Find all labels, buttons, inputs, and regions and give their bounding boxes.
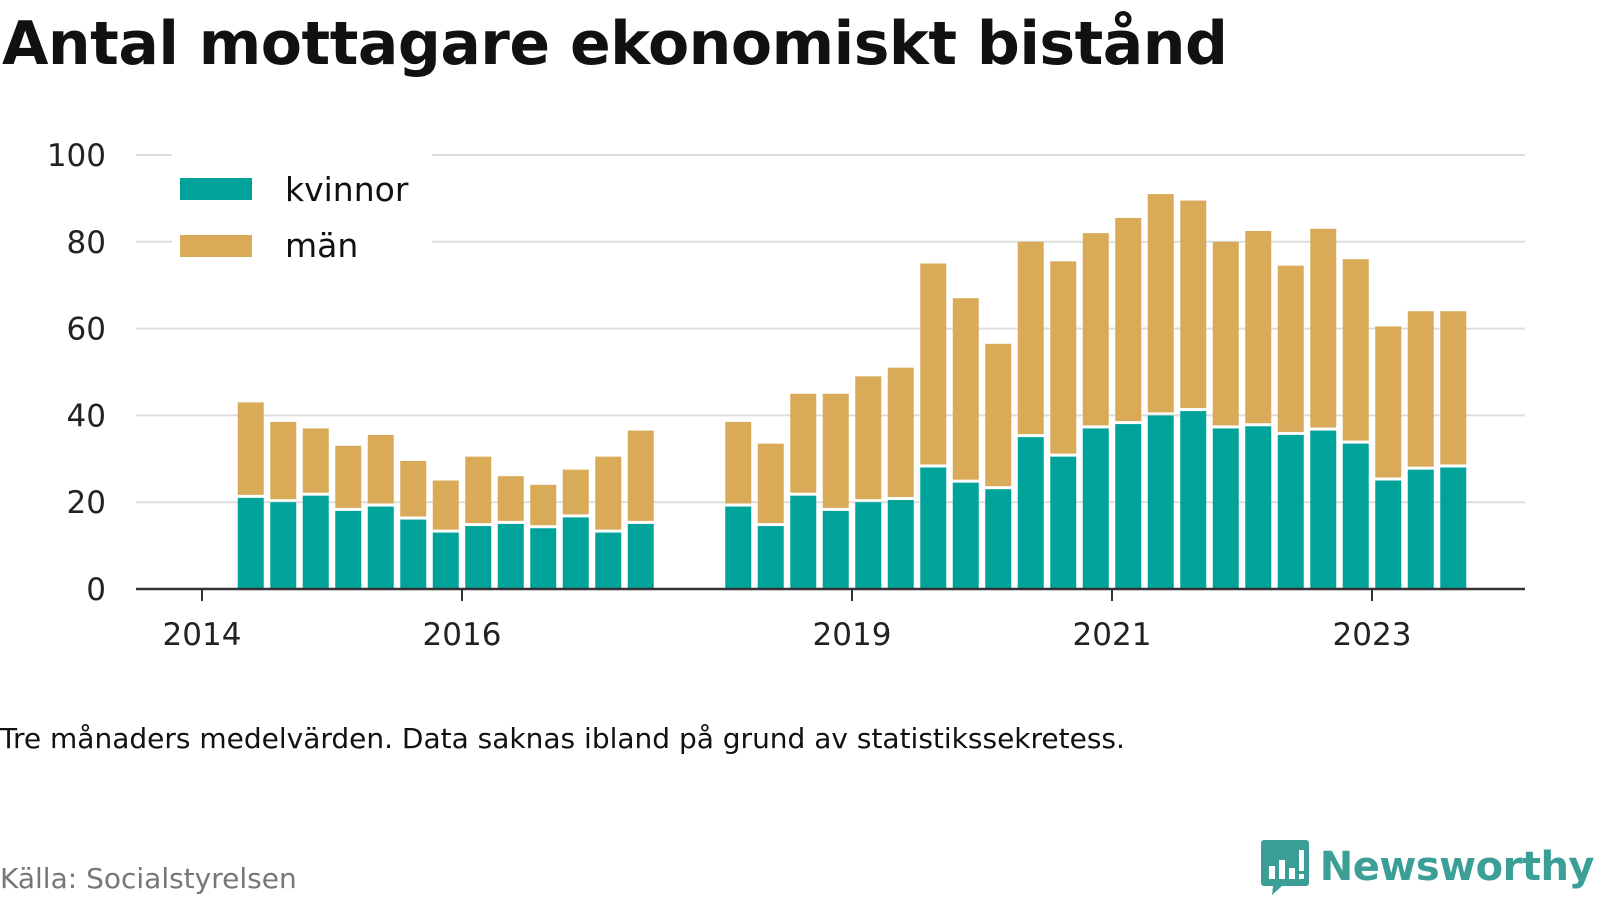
bar-kvinnor <box>562 517 589 589</box>
legend-label-kvinnor: kvinnor <box>285 170 409 209</box>
bar-kvinnor <box>725 506 752 589</box>
bar-kvinnor <box>1407 469 1434 589</box>
y-tick-label: 0 <box>86 572 106 608</box>
bar-man <box>725 421 752 504</box>
source-text: Källa: Socialstyrelsen <box>0 862 297 895</box>
bar-man <box>985 343 1012 487</box>
bar-man <box>1180 200 1207 409</box>
bar-kvinnor <box>627 523 654 589</box>
newsworthy-logo: Newsworthy <box>1260 838 1595 896</box>
bar-man <box>1017 241 1044 435</box>
bar-man <box>497 476 524 521</box>
bar-man <box>432 480 459 530</box>
bar-man <box>757 443 784 524</box>
brand-name: Newsworthy <box>1319 844 1595 890</box>
bar-kvinnor <box>270 502 297 589</box>
legend-swatch-kvinnor <box>180 178 252 200</box>
axes: 0 20 40 60 80 100 2014 2016 2019 2021 2023 <box>47 138 1525 653</box>
bar-kvinnor <box>952 482 979 589</box>
bar-kvinnor <box>1277 434 1304 589</box>
x-tick-label: 2021 <box>1073 617 1152 653</box>
bar-man <box>367 434 394 504</box>
x-tick-label: 2023 <box>1333 617 1412 653</box>
bar-man <box>530 484 557 526</box>
y-tick-label: 80 <box>67 225 106 261</box>
bar-man <box>270 421 297 500</box>
bar-chart-speech-bubble-icon <box>1260 840 1309 895</box>
y-tick-label: 40 <box>67 398 106 434</box>
bar-kvinnor <box>1440 467 1467 589</box>
bar-kvinnor <box>237 497 264 589</box>
bar-man <box>1407 311 1434 467</box>
bar-kvinnor <box>757 526 784 589</box>
bar-man <box>627 430 654 521</box>
bar-man <box>1147 194 1174 413</box>
bar-man <box>790 393 817 493</box>
bar-kvinnor <box>400 519 427 589</box>
bar-man <box>1050 261 1077 454</box>
bar-man <box>1375 326 1402 478</box>
stacked-bar-chart: 0 20 40 60 80 100 2014 2016 2019 2021 2023 kvinnor… <box>46 112 1525 653</box>
bar-man <box>1212 241 1239 426</box>
bar-man <box>920 263 947 465</box>
legend: kvinnor män <box>172 112 432 274</box>
chart-note: Tre månaders medelvärden. Data saknas ib… <box>0 722 1125 755</box>
x-tick-label: 2016 <box>423 617 502 653</box>
bar-kvinnor <box>1050 456 1077 589</box>
bar-man <box>335 445 362 508</box>
bar-man <box>1440 311 1467 465</box>
bar-kvinnor <box>1147 415 1174 589</box>
y-tick-label: 20 <box>67 485 106 521</box>
bar-man <box>465 456 492 524</box>
legend-swatch-man <box>180 235 252 257</box>
bar-kvinnor <box>1375 480 1402 589</box>
bar-man <box>1082 233 1109 426</box>
bar-kvinnor <box>530 528 557 589</box>
bar-kvinnor <box>367 506 394 589</box>
bar-man <box>855 376 882 500</box>
bar-kvinnor <box>887 500 914 589</box>
bar-man <box>1342 259 1369 441</box>
bar-man <box>952 298 979 480</box>
bar-kvinnor <box>1245 426 1272 589</box>
x-tick-label: 2019 <box>813 617 892 653</box>
bar-kvinnor <box>465 526 492 589</box>
bar-man <box>822 393 849 508</box>
bar-kvinnor <box>1082 428 1109 589</box>
bar-kvinnor <box>1115 424 1142 589</box>
bars <box>237 194 1467 589</box>
bar-kvinnor <box>1180 411 1207 589</box>
bar-kvinnor <box>302 495 329 589</box>
bar-man <box>562 469 589 515</box>
bar-man <box>237 402 264 495</box>
bar-kvinnor <box>985 489 1012 589</box>
bar-kvinnor <box>595 532 622 589</box>
bar-kvinnor <box>432 532 459 589</box>
bar-kvinnor <box>1342 443 1369 589</box>
bar-man <box>400 460 427 517</box>
chart-title: Antal mottagare ekonomiskt bistånd <box>2 9 1228 79</box>
bar-man <box>595 456 622 530</box>
bar-man <box>302 428 329 493</box>
bar-kvinnor <box>1212 428 1239 589</box>
bar-kvinnor <box>335 510 362 589</box>
legend-label-man: män <box>285 226 358 265</box>
x-tick-label: 2014 <box>163 617 242 653</box>
bar-kvinnor <box>920 467 947 589</box>
bar-man <box>887 367 914 498</box>
bar-man <box>1310 228 1337 428</box>
bar-kvinnor <box>497 523 524 589</box>
bar-kvinnor <box>790 495 817 589</box>
y-tick-label: 100 <box>47 138 106 174</box>
y-tick-label: 60 <box>67 312 106 348</box>
bar-kvinnor <box>822 510 849 589</box>
bar-kvinnor <box>1017 437 1044 589</box>
bar-kvinnor <box>855 502 882 589</box>
bar-man <box>1115 217 1142 422</box>
bar-man <box>1245 230 1272 424</box>
bar-man <box>1277 265 1304 432</box>
bar-kvinnor <box>1310 430 1337 589</box>
